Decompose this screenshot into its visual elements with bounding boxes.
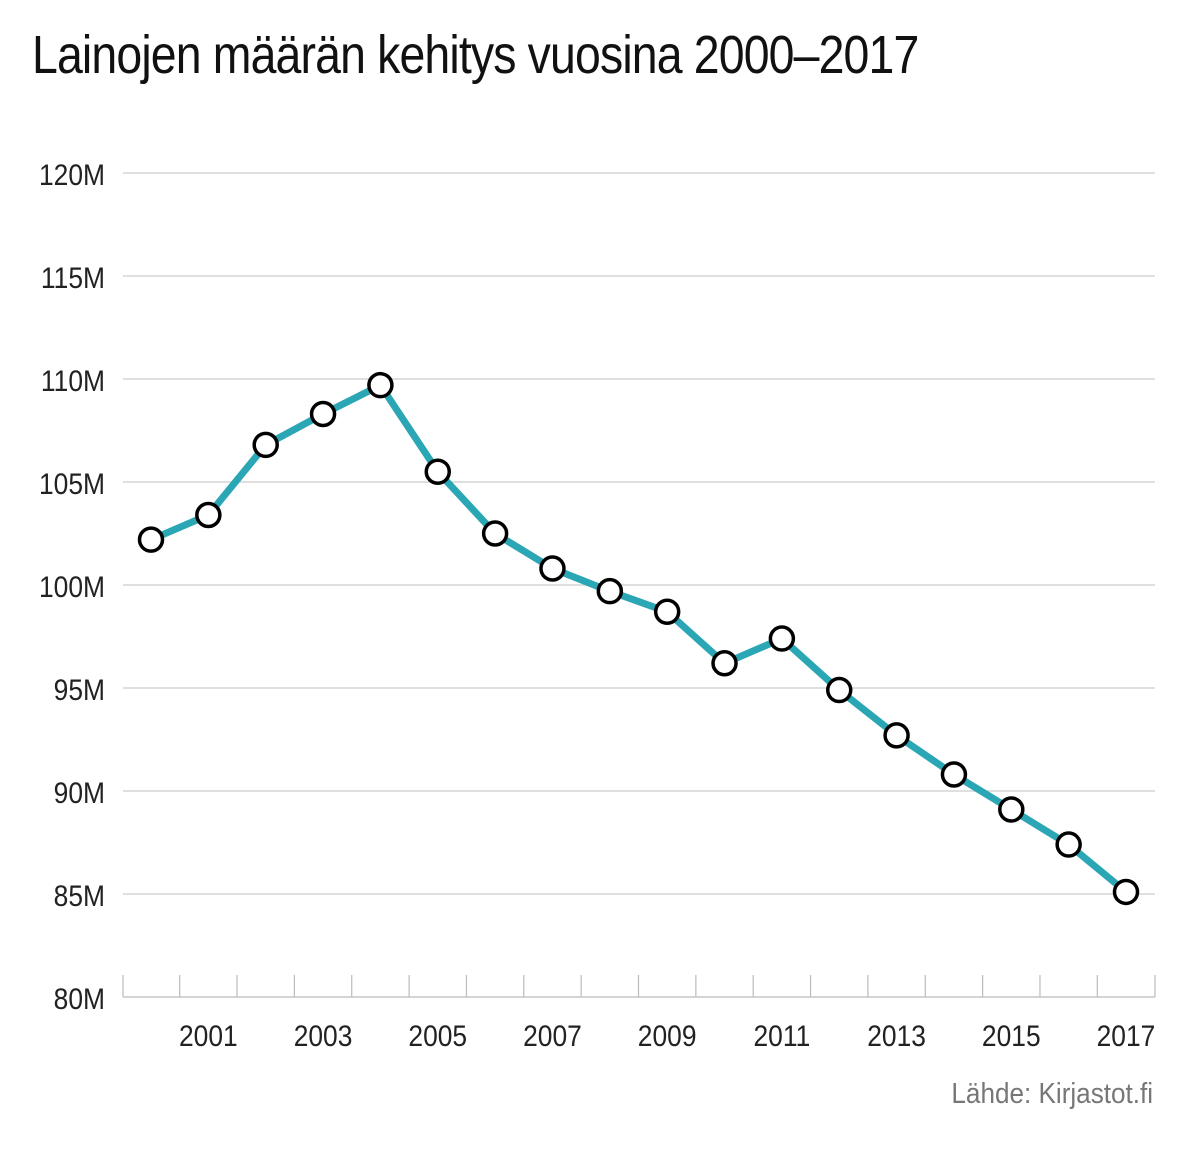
x-tick-label: 2005 [408, 1018, 467, 1052]
data-point[interactable] [309, 400, 337, 428]
data-point[interactable] [940, 761, 968, 788]
x-tick-label: 2013 [867, 1018, 926, 1052]
y-axis-labels: 80M 85M 90M 95M 100M 105M 110M 115M 120M [39, 157, 105, 1015]
gridlines [123, 172, 1155, 895]
x-tick-label: 2007 [523, 1018, 582, 1052]
chart-title: Lainojen määrän kehitys vuosina 2000–201… [32, 25, 919, 85]
data-point[interactable] [481, 520, 509, 547]
data-point[interactable] [252, 431, 279, 459]
x-tick-label: 2011 [754, 1018, 811, 1052]
y-tick-label: 90M [54, 775, 105, 809]
data-point[interactable] [424, 458, 452, 485]
data-point[interactable] [1055, 831, 1082, 858]
data-point[interactable] [596, 577, 624, 605]
y-tick-label: 110M [41, 363, 105, 397]
data-point[interactable] [367, 371, 394, 399]
y-tick-label: 80M [54, 981, 105, 1015]
x-axis [122, 975, 1156, 998]
y-tick-label: 115M [41, 260, 105, 294]
data-point[interactable] [883, 722, 910, 749]
source-note: Lähde: Kirjastot.fi [951, 1078, 1153, 1110]
data-point[interactable] [195, 501, 222, 529]
y-tick-label: 100M [39, 569, 105, 603]
data-point[interactable] [711, 650, 738, 677]
series-line-group [147, 381, 1130, 896]
y-tick-label: 105M [39, 466, 105, 500]
x-tick-label: 2003 [294, 1018, 353, 1052]
y-tick-label: 120M [39, 157, 105, 191]
x-tick-label: 2001 [179, 1018, 238, 1052]
y-tick-label: 85M [54, 878, 105, 912]
x-tick-label: 2015 [982, 1018, 1041, 1052]
data-point[interactable] [539, 555, 566, 582]
data-point[interactable] [137, 526, 165, 553]
data-point[interactable] [1112, 878, 1140, 906]
x-axis-labels: 2001 2003 2005 2007 2009 2011 2013 2015 2017 [179, 1018, 1155, 1052]
x-tick-label: 2009 [638, 1018, 697, 1052]
data-point[interactable] [998, 796, 1025, 823]
data-points [137, 371, 1140, 906]
data-point[interactable] [768, 625, 796, 652]
x-tick-label: 2017 [1097, 1018, 1156, 1052]
data-point[interactable] [653, 598, 681, 626]
data-point[interactable] [825, 676, 853, 704]
y-tick-label: 95M [54, 672, 105, 706]
series-line [147, 381, 1130, 896]
